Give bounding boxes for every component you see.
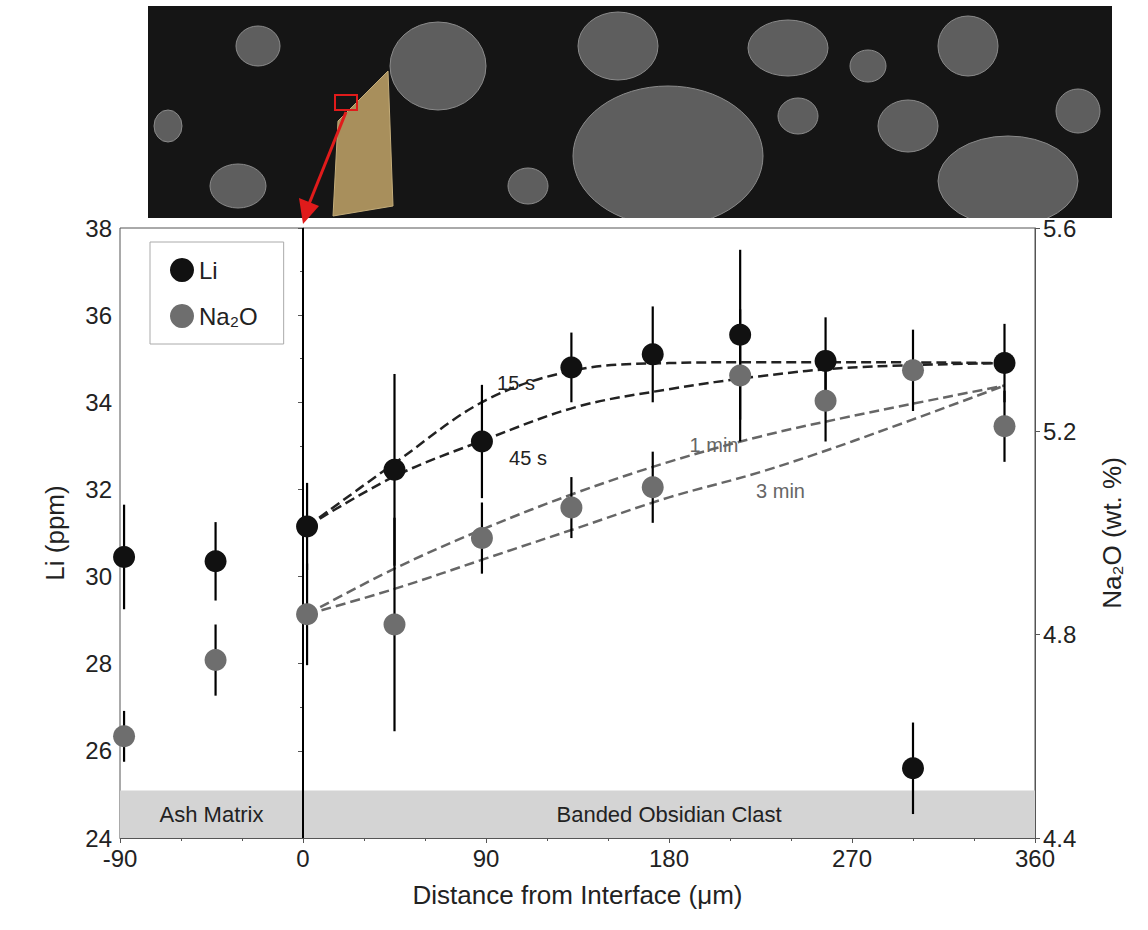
svg-text:Na₂O (wt. %): Na₂O (wt. %) (1097, 457, 1127, 609)
svg-text:26: 26 (85, 737, 112, 764)
svg-text:30: 30 (85, 563, 112, 590)
svg-text:90: 90 (473, 845, 500, 872)
svg-text:45 s: 45 s (509, 447, 547, 469)
svg-text:270: 270 (832, 845, 872, 872)
svg-text:5.6: 5.6 (1043, 215, 1076, 242)
svg-text:Li (ppm): Li (ppm) (40, 485, 70, 580)
svg-text:0: 0 (296, 845, 309, 872)
svg-text:Na₂O: Na₂O (199, 303, 258, 330)
svg-text:360: 360 (1015, 845, 1055, 872)
svg-text:5.2: 5.2 (1043, 418, 1076, 445)
svg-text:Li: Li (199, 257, 218, 284)
svg-text:Distance from Interface (μm): Distance from Interface (μm) (413, 880, 743, 910)
svg-text:4.4: 4.4 (1043, 824, 1077, 852)
svg-text:28: 28 (85, 650, 112, 677)
svg-text:34: 34 (85, 389, 112, 416)
svg-text:Banded Obsidian Clast: Banded Obsidian Clast (556, 802, 781, 827)
svg-text:1 min: 1 min (690, 434, 739, 456)
svg-text:Ash Matrix: Ash Matrix (160, 802, 264, 827)
svg-text:32: 32 (85, 476, 112, 503)
svg-text:3 min: 3 min (756, 480, 805, 502)
svg-text:4.8: 4.8 (1043, 621, 1076, 648)
svg-text:180: 180 (649, 845, 689, 872)
svg-text:15 s: 15 s (497, 372, 535, 394)
svg-text:36: 36 (85, 302, 112, 329)
svg-text:-90: -90 (103, 845, 138, 872)
svg-text:38: 38 (85, 215, 112, 242)
svg-text:24: 24 (85, 824, 112, 852)
